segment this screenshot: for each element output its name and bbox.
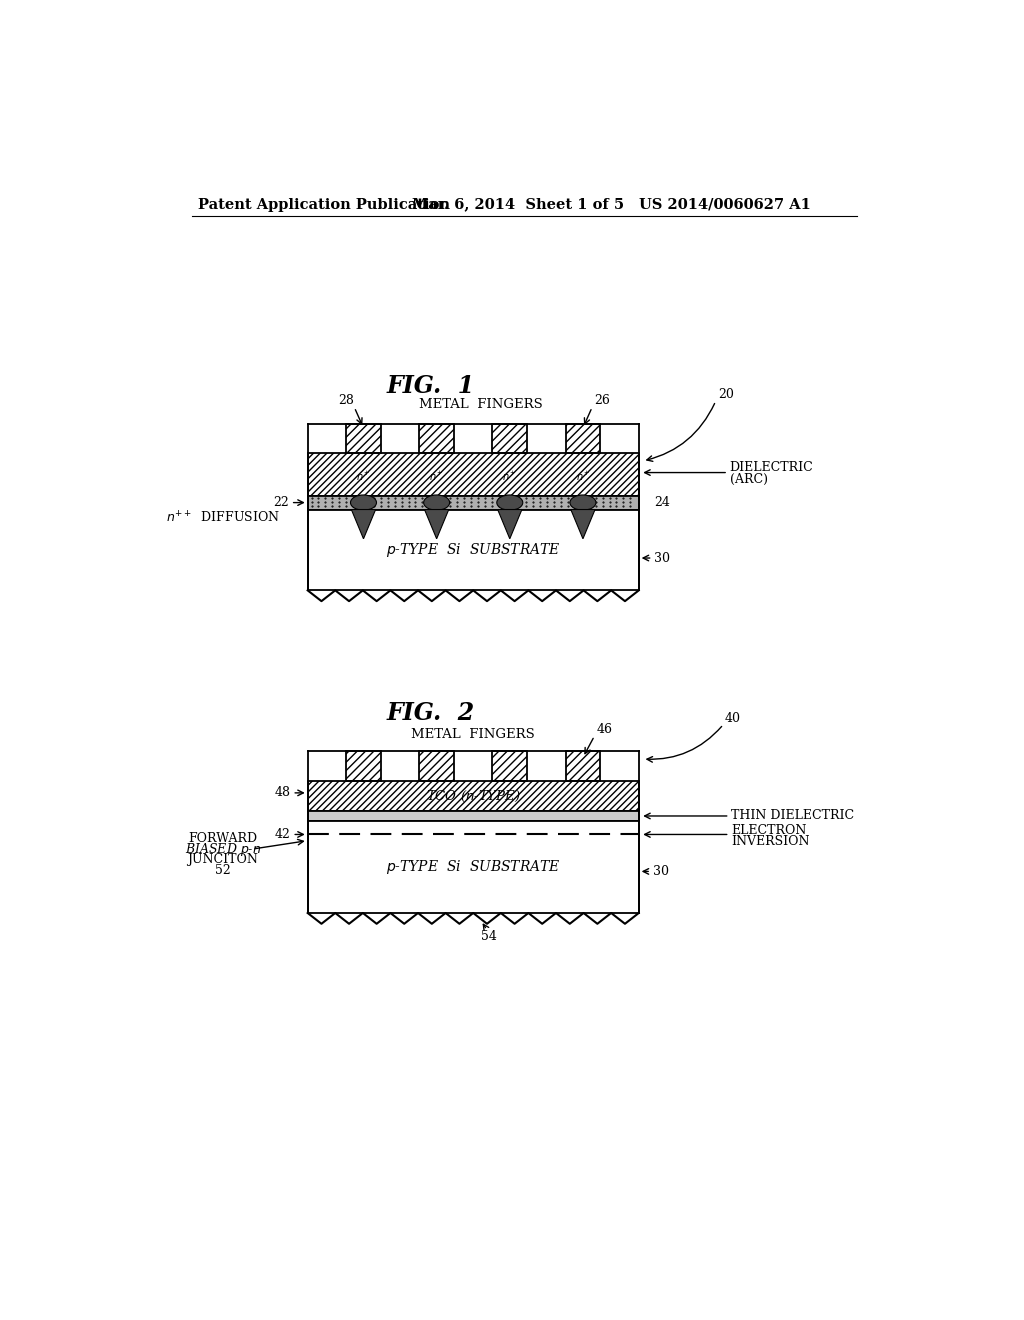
Polygon shape xyxy=(570,510,595,539)
Bar xyxy=(307,780,639,812)
Polygon shape xyxy=(351,510,376,539)
Ellipse shape xyxy=(570,495,596,511)
Text: $n^+$: $n^+$ xyxy=(503,470,517,483)
Ellipse shape xyxy=(497,495,523,511)
Bar xyxy=(346,424,381,453)
Text: 30: 30 xyxy=(652,865,669,878)
Text: 20: 20 xyxy=(718,388,734,401)
Text: FIG.  1: FIG. 1 xyxy=(387,374,475,397)
Bar xyxy=(307,821,639,913)
Bar xyxy=(307,453,639,496)
Text: $p$-TYPE  Si  SUBSTRATE: $p$-TYPE Si SUBSTRATE xyxy=(386,858,560,875)
Text: US 2014/0060627 A1: US 2014/0060627 A1 xyxy=(639,198,811,211)
Ellipse shape xyxy=(424,495,450,511)
Text: 46: 46 xyxy=(597,723,612,737)
Bar xyxy=(493,424,527,453)
Text: THIN DIELECTRIC: THIN DIELECTRIC xyxy=(731,809,854,822)
Text: $n^+$: $n^+$ xyxy=(429,470,444,483)
Text: 40: 40 xyxy=(725,711,740,725)
Text: JUNCITON: JUNCITON xyxy=(187,853,258,866)
Bar xyxy=(419,424,454,453)
Text: 48: 48 xyxy=(275,787,291,800)
Text: DIELECTRIC: DIELECTRIC xyxy=(730,461,813,474)
Text: 52: 52 xyxy=(215,865,230,878)
Text: $p$-TYPE  Si  SUBSTRATE: $p$-TYPE Si SUBSTRATE xyxy=(386,541,560,558)
Bar xyxy=(419,751,454,780)
Text: INVERSION: INVERSION xyxy=(731,834,810,847)
Text: $n^+$: $n^+$ xyxy=(575,470,591,483)
Text: 28: 28 xyxy=(339,395,354,408)
Bar xyxy=(307,812,639,821)
Text: Mar. 6, 2014  Sheet 1 of 5: Mar. 6, 2014 Sheet 1 of 5 xyxy=(412,198,624,211)
Text: 24: 24 xyxy=(654,496,670,510)
Bar xyxy=(493,751,527,780)
Text: 54: 54 xyxy=(480,929,497,942)
Text: $n^{++}$  DIFFUSION: $n^{++}$ DIFFUSION xyxy=(166,511,280,525)
Ellipse shape xyxy=(350,495,377,511)
Bar xyxy=(346,751,381,780)
Text: Patent Application Publication: Patent Application Publication xyxy=(199,198,451,211)
Text: 22: 22 xyxy=(273,496,290,510)
Text: ELECTRON: ELECTRON xyxy=(731,824,807,837)
Text: FORWARD: FORWARD xyxy=(188,832,257,845)
Polygon shape xyxy=(498,510,522,539)
Bar xyxy=(307,495,639,510)
Bar xyxy=(565,751,600,780)
Text: BIASED $p$-$n$: BIASED $p$-$n$ xyxy=(184,841,261,858)
Text: METAL  FINGERS: METAL FINGERS xyxy=(412,727,536,741)
Bar xyxy=(565,424,600,453)
Polygon shape xyxy=(425,510,449,539)
Text: FIG.  2: FIG. 2 xyxy=(387,701,475,725)
Text: 30: 30 xyxy=(654,552,670,565)
Text: (ARC): (ARC) xyxy=(730,473,768,486)
Text: TCO ($n$-TYPE): TCO ($n$-TYPE) xyxy=(426,788,520,804)
Text: METAL  FINGERS: METAL FINGERS xyxy=(419,399,543,412)
Bar xyxy=(307,510,639,590)
Text: 42: 42 xyxy=(275,828,291,841)
Text: 26: 26 xyxy=(594,395,610,408)
Text: $n^+$: $n^+$ xyxy=(356,470,371,483)
